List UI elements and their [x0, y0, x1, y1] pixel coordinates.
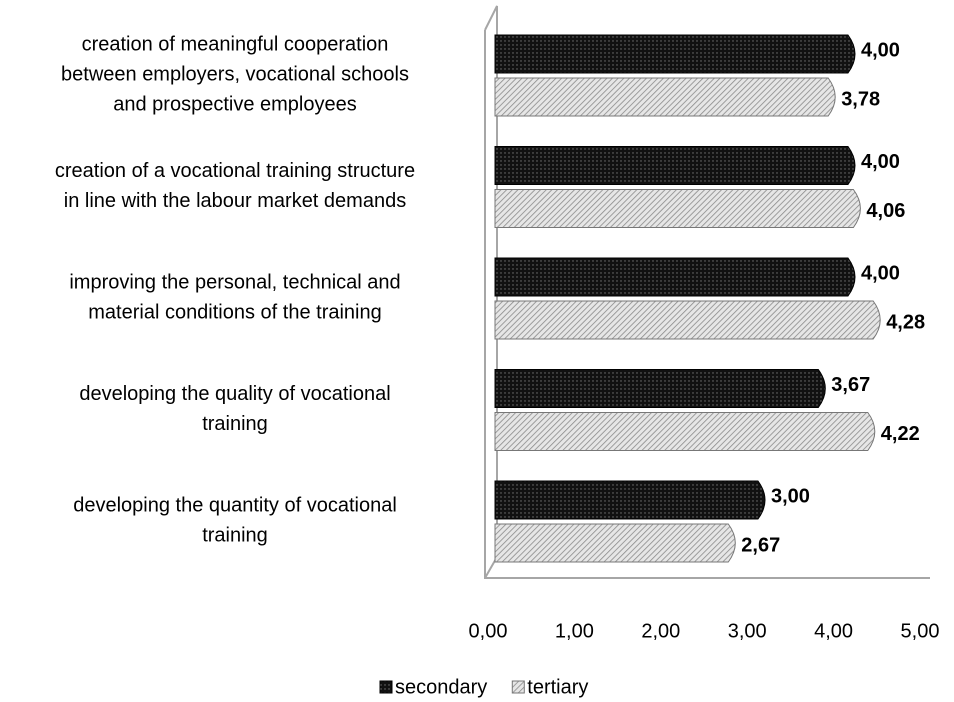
legend-swatch	[379, 680, 393, 694]
x-tick-label: 5,00	[901, 620, 940, 642]
value-label: 3,67	[831, 374, 870, 396]
bar	[494, 257, 856, 297]
value-label: 4,06	[866, 200, 905, 222]
value-label: 4,28	[886, 311, 925, 333]
category-label: creation of a vocational training struct…	[55, 160, 415, 212]
value-label: 4,00	[861, 151, 900, 173]
category-label: improving the personal, technical and mat…	[69, 272, 400, 324]
legend-swatch	[511, 680, 525, 694]
bar	[494, 189, 861, 228]
x-tick-label: 2,00	[641, 620, 680, 642]
value-label: 4,22	[881, 423, 920, 445]
bar	[494, 146, 856, 185]
legend-label: secondary	[395, 676, 487, 698]
legend-label: tertiary	[527, 676, 588, 698]
category-label: developing the quantity of vocational tra…	[73, 495, 397, 547]
x-tick-label: 0,00	[469, 620, 508, 642]
bar	[494, 480, 766, 520]
value-label: 4,00	[861, 262, 900, 284]
legend: secondary tertiary	[379, 676, 588, 698]
bar	[494, 300, 881, 340]
x-tick-label: 4,00	[814, 620, 853, 642]
bar	[494, 523, 736, 563]
bar	[494, 369, 826, 408]
category-label: creation of meaningful cooperation betwee…	[61, 34, 409, 116]
value-label: 3,78	[841, 88, 880, 110]
bar	[494, 412, 876, 451]
bar	[494, 34, 856, 74]
category-label: developing the quality of vocational trai…	[79, 383, 390, 435]
value-label: 2,67	[741, 534, 780, 556]
x-tick-label: 3,00	[728, 620, 767, 642]
x-tick-label: 1,00	[555, 620, 594, 642]
value-label: 3,00	[771, 485, 810, 507]
value-label: 4,00	[861, 39, 900, 61]
bar	[494, 77, 836, 117]
